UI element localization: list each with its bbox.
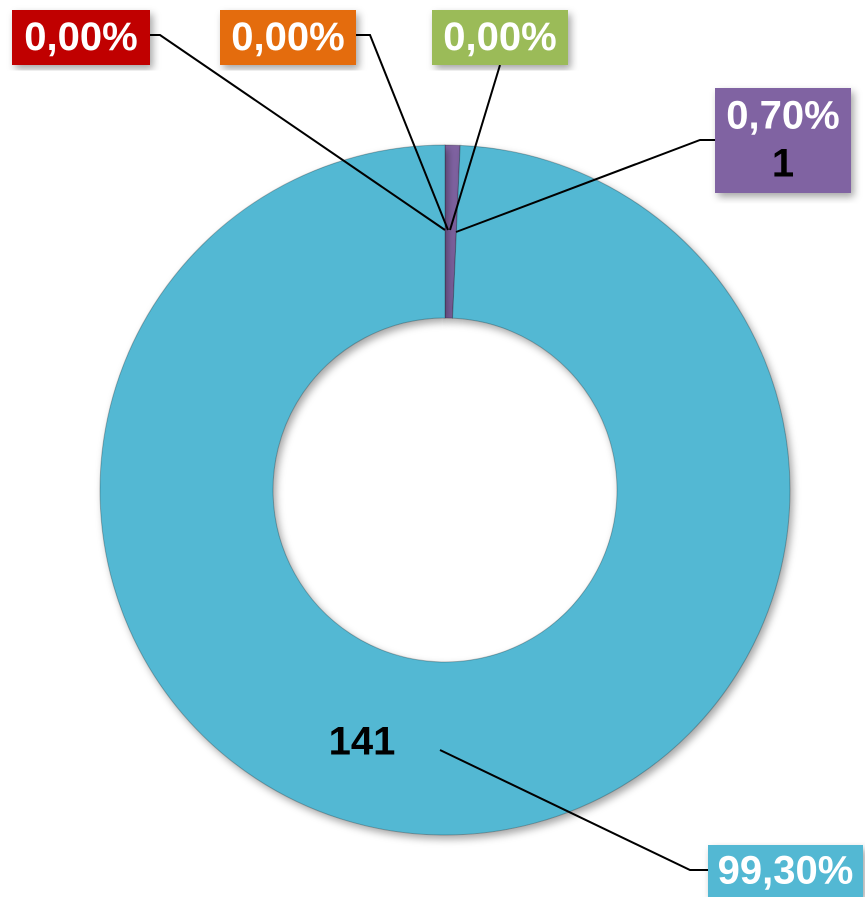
leader-line [439, 749, 708, 871]
label-box [432, 10, 568, 65]
leader-line [356, 34, 449, 231]
data-label: 0,00% [231, 15, 344, 59]
leader-line [150, 34, 446, 231]
data-label: 0,70% [726, 94, 839, 138]
label-box [708, 845, 863, 897]
label-box [12, 10, 150, 65]
data-label: 99,30% [718, 849, 854, 893]
leader-line [449, 64, 501, 231]
label-box [715, 88, 851, 193]
data-label: 0,00% [443, 15, 556, 59]
label-box [220, 10, 356, 65]
leader-line [455, 139, 715, 233]
count-label: 1 [772, 142, 794, 186]
count-label: 141 [329, 720, 396, 764]
data-label: 0,00% [24, 15, 137, 59]
donut-slice [99, 144, 791, 836]
